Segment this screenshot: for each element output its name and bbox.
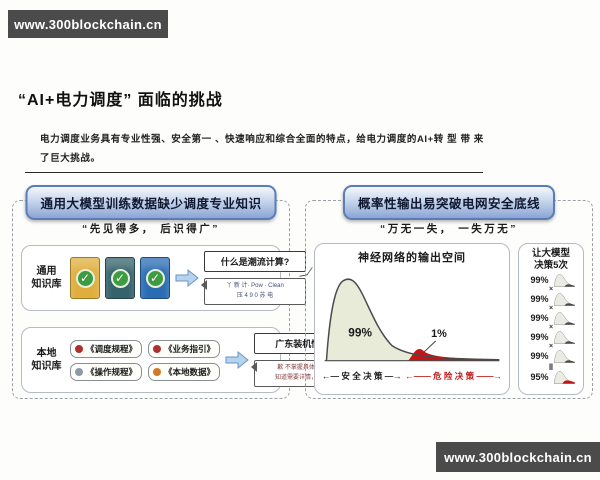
document-icon [75, 344, 83, 353]
answer-line1: 丫 新 计· Pow · Clean [226, 283, 284, 289]
panel-training-data: 通用大模型训练数据缺少调度专业知识 “先见得多， 后识得广” 通用 知识库 ✓ … [12, 185, 357, 399]
watermark-top: www.300blockchain.cn [8, 10, 168, 38]
output-space-chart: 神经网络的输出空间 99% 1% ←— 安 全 决 策 —→ ←—— 危 险 决… [314, 243, 510, 395]
multiply-operator: × [548, 285, 554, 293]
distribution-curve-chart: 99% 1% [324, 278, 500, 362]
page-title: “AI+电力调度” 面临的挑战 [18, 92, 223, 109]
general-kb-label: 通用 知识库 [28, 265, 65, 291]
chart-title: 神经网络的输出空间 [358, 252, 466, 264]
book-cover-teal: ✓ [105, 257, 135, 300]
document-icon [75, 367, 83, 376]
panel-probabilistic-output: 概率性输出易突破电网安全底线 “万无一失， 一失万无” 神经网络的输出空间 99… [305, 185, 593, 399]
chip-label: 《调度规程》 [86, 343, 138, 354]
general-knowledge-row: 通用 知识库 ✓ ✓ ✓ 什么是潮流计算? 丫 新 计· Pow · Clean… [21, 245, 306, 312]
question-bubble: 什么是潮流计算? [204, 251, 306, 272]
column-title: 让大模型 决策5次 [532, 248, 570, 272]
general-kb-label-line2: 知识库 [31, 279, 62, 291]
check-icon: ✓ [110, 268, 130, 288]
decision-result: 95% [524, 370, 579, 385]
decision-step: 99% [524, 330, 579, 345]
mini-curve-icon [553, 330, 575, 344]
intro-line-1: 电力调度业务具有专业性强、安全第一 、快速响应和综合全面的特点，给电力调度的AI… [40, 134, 484, 145]
book-cover-blue: ✓ [140, 257, 170, 300]
multiply-operator: × [548, 323, 554, 331]
general-kb-label-line1: 通用 [36, 266, 57, 278]
step-pct: 99% [530, 332, 549, 343]
panels-container: 通用大模型训练数据缺少调度专业知识 “先见得多， 后识得广” 通用 知识库 ✓ … [12, 185, 593, 399]
mini-curve-icon [553, 273, 575, 287]
mini-curve-icon [553, 349, 575, 363]
answer-line2: 压 4 9 0 苏 电 [236, 292, 274, 299]
result-pct: 95% [530, 372, 549, 383]
decision-step: 99% [524, 273, 579, 288]
general-qa-bubbles: 什么是潮流计算? 丫 新 计· Pow · Clean 压 4 9 0 苏 电 [201, 251, 306, 306]
step-pct: 99% [530, 294, 549, 305]
chip-label: 《本地数据》 [164, 366, 216, 377]
pointer-line [423, 340, 436, 353]
watermark-bottom: www.300blockchain.cn [436, 442, 600, 472]
check-icon: ✓ [75, 268, 95, 288]
risk-pct-label: 1% [431, 328, 447, 340]
local-kb-label-line2: 知识库 [31, 361, 62, 373]
chip-business-guide: 《业务指引》 [148, 339, 221, 358]
column-title-line1: 让大模型 [531, 248, 570, 259]
decision-step: 99% [524, 311, 579, 326]
multiply-operator: × [548, 342, 554, 350]
multiply-operator: × [548, 304, 554, 312]
right-panel-quote: “万无一失， 一失万无” [380, 223, 518, 235]
step-pct: 99% [530, 313, 549, 324]
equals-operator: ‖ [548, 361, 554, 372]
check-icon: ✓ [145, 268, 165, 288]
decision-step: 99% [524, 349, 579, 364]
safe-pct-label: 99% [348, 325, 372, 339]
chart-axis: ←— 安 全 决 策 —→ ←—— 危 险 决 策 ——→ [321, 370, 503, 382]
risk-area [408, 349, 500, 361]
arrow-right-icon [175, 269, 199, 288]
chip-operation-rules: 《操作规程》 [70, 362, 143, 381]
step-pct: 99% [530, 351, 549, 362]
document-chips: 《调度规程》 《业务指引》 《操作规程》 《本地数据》 [70, 339, 221, 381]
right-panel-header: 概率性输出易突破电网安全底线 [342, 185, 556, 220]
intro-line-2: 了巨大挑战。 [40, 152, 101, 164]
mini-curve-red-icon [553, 370, 575, 384]
answer-bubble: 丫 新 计· Pow · Clean 压 4 9 0 苏 电 [201, 278, 306, 306]
column-title-line2: 决策5次 [534, 259, 568, 271]
right-panel-body: 神经网络的输出空间 99% 1% ←— 安 全 决 策 —→ ←—— 危 险 决… [314, 243, 584, 395]
chip-dispatch-rules: 《调度规程》 [70, 339, 143, 358]
mini-curve-icon [553, 311, 575, 325]
local-kb-label: 本地 知识库 [28, 347, 65, 373]
book-covers: ✓ ✓ ✓ [70, 257, 170, 300]
chip-label: 《业务指引》 [164, 343, 216, 354]
chip-label: 《操作规程》 [86, 366, 138, 377]
document-icon [153, 344, 162, 353]
divider-line [25, 172, 483, 173]
decision-step: 99% [524, 292, 579, 307]
arrow-right-icon [225, 351, 249, 370]
local-kb-label-line1: 本地 [36, 348, 57, 360]
curve-line [325, 278, 500, 361]
intro-paragraph: 电力调度业务具有专业性强、安全第一 、快速响应和综合全面的特点，给电力调度的AI… [40, 131, 562, 168]
database-icon [153, 367, 162, 376]
step-pct: 99% [530, 275, 549, 286]
safe-area [326, 279, 500, 361]
axis-safe-label: ←— 安 全 决 策 —→ [322, 371, 402, 381]
left-panel-quote: “先见得多， 后识得广” [82, 223, 220, 235]
decision-column: 让大模型 决策5次 99% × 99% × 99% [518, 243, 584, 395]
axis-risk-label: ←—— 危 险 决 策 ——→ [405, 371, 502, 381]
left-panel-header: 通用大模型训练数据缺少调度专业知识 [25, 185, 277, 220]
mini-curve-icon [553, 292, 575, 306]
local-knowledge-row: 本地 知识库 《调度规程》 《业务指引》 《操作规程》 《本地数据》 广东装机情… [21, 327, 357, 394]
book-cover-yellow: ✓ [70, 257, 100, 300]
chip-local-data: 《本地数据》 [148, 362, 221, 381]
